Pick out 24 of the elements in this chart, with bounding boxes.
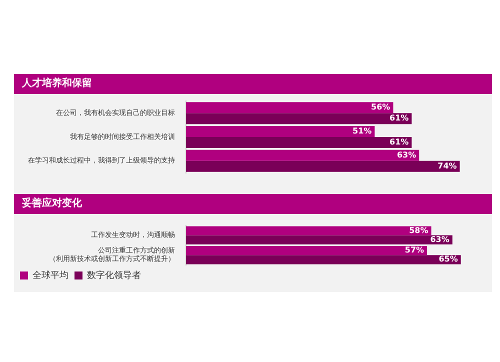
bar: [186, 226, 432, 236]
bar: [186, 160, 460, 172]
bar: [186, 255, 461, 264]
text: 人才培养和保留: [14, 74, 492, 94]
legend-label: 全球平均: [32, 270, 68, 281]
bar: [186, 126, 375, 137]
data-label: 63%: [430, 234, 450, 244]
data-label: 57%: [404, 246, 424, 255]
data-label: 74%: [438, 161, 457, 170]
data-label: 61%: [390, 114, 409, 123]
data-label: 51%: [352, 126, 372, 136]
data-label: 65%: [438, 254, 458, 264]
legend-label: 数字化领导者: [87, 270, 141, 281]
bar: [186, 113, 412, 124]
bar: [186, 246, 428, 256]
bar: [186, 102, 394, 114]
data-label: 56%: [371, 102, 390, 112]
text: 妥善应对变化: [14, 194, 492, 214]
data-label: 63%: [396, 150, 416, 160]
bar: [186, 235, 452, 244]
data-label: 61%: [390, 138, 409, 147]
data-label: 58%: [409, 226, 428, 235]
bar: [186, 150, 420, 161]
bar: [186, 137, 412, 148]
